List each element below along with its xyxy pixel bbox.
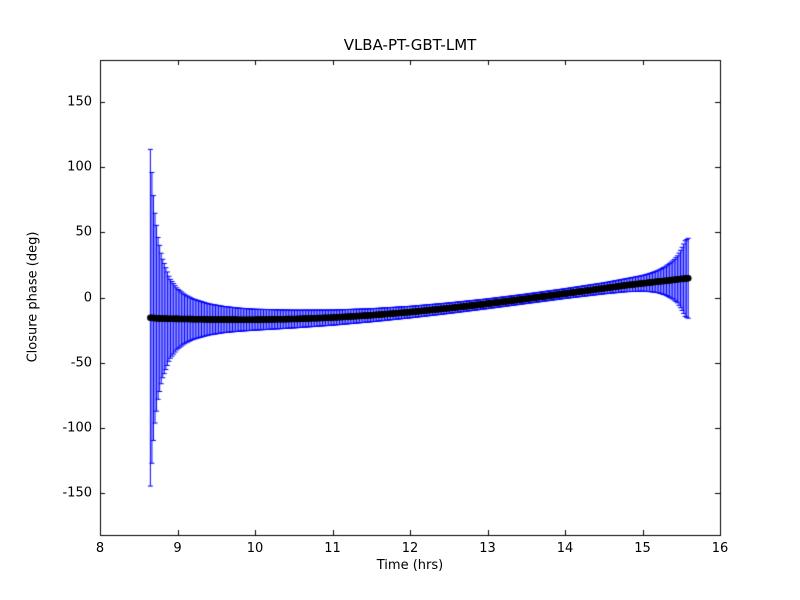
x-tick-label: 16	[711, 541, 729, 556]
x-tick-label: 9	[173, 541, 182, 556]
chart-title: VLBA-PT-GBT-LMT	[343, 36, 477, 54]
y-axis-label: Closure phase (deg)	[25, 231, 41, 363]
y-tick-label: 0	[83, 290, 92, 305]
x-tick-label: 11	[324, 541, 341, 556]
y-tick-label: 50	[75, 224, 92, 240]
x-tick-label: 15	[634, 541, 651, 556]
y-tick-label: -150	[62, 485, 92, 501]
x-tick-label: 13	[479, 541, 496, 556]
x-tick-label: 10	[246, 541, 264, 556]
x-tick-label: 8	[95, 541, 105, 556]
x-tick-label: 12	[401, 541, 419, 556]
y-tick-label: 100	[67, 159, 92, 175]
y-tick-label: -100	[62, 420, 92, 436]
x-axis-label: Time (hrs)	[376, 558, 444, 573]
y-tick-label: -50	[70, 355, 92, 371]
x-tick-label: 14	[556, 541, 574, 556]
y-tick-label: 150	[67, 94, 92, 110]
